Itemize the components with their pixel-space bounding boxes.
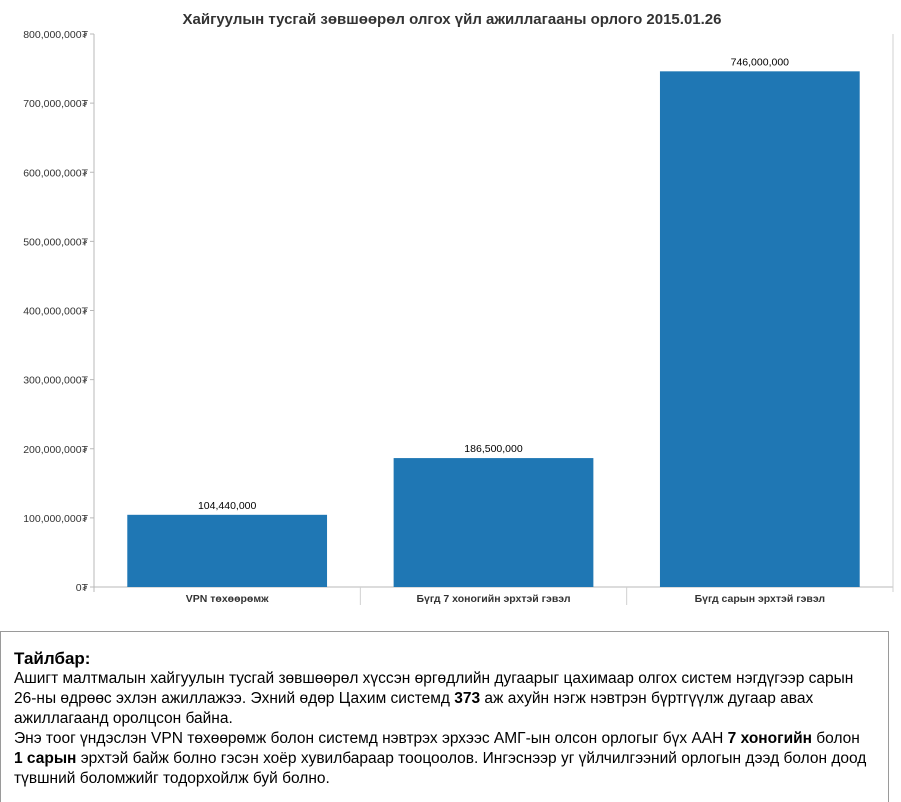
y-tick-label: 300,000,000₮ bbox=[23, 375, 88, 387]
y-tick-label: 0₮ bbox=[76, 582, 89, 594]
chart-area: Хайгуулын тусгай зөвшөөрөл олгох үйл ажи… bbox=[23, 11, 894, 605]
note-box: Тайлбар: Ашигт малтмалын хайгуулын тусга… bbox=[0, 631, 889, 802]
x-category-label: Бүгд 7 хоногийн эрхтэй гэвэл bbox=[416, 593, 570, 605]
note-text: болон bbox=[812, 730, 860, 747]
note-text: аж ахуйн нэгж нэвтрэн бүртгүүлж дугаар а… bbox=[14, 690, 814, 727]
y-tick-label: 400,000,000₮ bbox=[23, 306, 88, 318]
note-heading: Тайлбар: bbox=[14, 649, 91, 668]
bar-value-label: 104,440,000 bbox=[198, 500, 257, 512]
chart-title: Хайгуулын тусгай зөвшөөрөл олгох үйл ажи… bbox=[183, 11, 722, 28]
bar-chart: Хайгуулын тусгай зөвшөөрөл олгох үйл ажи… bbox=[23, 11, 894, 605]
y-tick-label: 200,000,000₮ bbox=[23, 444, 88, 456]
x-category-label: VPN төхөөрөмж bbox=[186, 593, 269, 605]
y-tick-label: 600,000,000₮ bbox=[23, 167, 88, 179]
note-text: Энэ тоог үндэслэн VPN төхөөрөмж болон си… bbox=[14, 730, 728, 747]
y-tick-label: 700,000,000₮ bbox=[23, 98, 88, 110]
x-category-label: Бүгд сарын эрхтэй гэвэл bbox=[695, 593, 825, 605]
y-tick-label: 800,000,000₮ bbox=[23, 29, 88, 41]
note-text: эрхтэй байж болно гэсэн хоёр хувилбараар… bbox=[14, 750, 867, 787]
bar bbox=[393, 458, 594, 587]
note-highlight: 373 bbox=[454, 690, 481, 707]
y-axis: 0₮ 100,000,000₮ 200,000,000₮ 300,000,000₮ 40… bbox=[23, 29, 95, 594]
note-text: Ашигт малтмалын хайгуулын тусгай зөвшөөр… bbox=[14, 670, 854, 707]
bar-value-label: 186,500,000 bbox=[464, 443, 523, 455]
note-highlight: 7 хоногийн bbox=[727, 730, 812, 747]
y-tick-label: 100,000,000₮ bbox=[23, 513, 88, 525]
bars-group: 104,440,000 186,500,000 746,000,000 bbox=[127, 56, 860, 587]
note-highlight: 1 сарын bbox=[14, 750, 77, 767]
bar bbox=[659, 71, 860, 587]
bar bbox=[127, 514, 328, 587]
bar-value-label: 746,000,000 bbox=[731, 56, 790, 68]
note-body: Ашигт малтмалын хайгуулын тусгай зөвшөөр… bbox=[14, 669, 878, 789]
y-tick-label: 500,000,000₮ bbox=[23, 236, 88, 248]
